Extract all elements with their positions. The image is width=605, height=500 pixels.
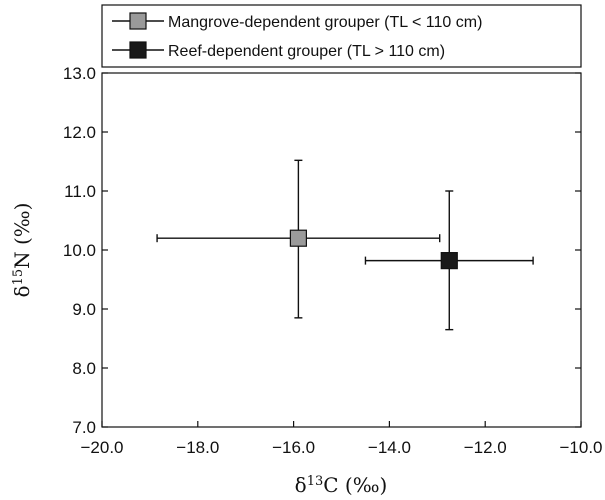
- x-axis: −20.0 −18.0 −16.0 −14.0 −12.0 −10.0: [80, 421, 603, 457]
- y-tick-label: 10.0: [63, 241, 96, 260]
- x-axis-label: δ13C (‰): [295, 473, 388, 497]
- legend-label: Mangrove-dependent grouper (TL < 110 cm): [168, 14, 482, 31]
- x-tick-label: −12.0: [464, 438, 507, 457]
- x-tick-label: −18.0: [176, 438, 219, 457]
- y-axis: 7.0 8.0 9.0 10.0 11.0 12.0 13.0: [63, 64, 581, 437]
- x-tick-label: −20.0: [80, 438, 123, 457]
- legend-item: Reef-dependent grouper (TL > 110 cm): [112, 41, 445, 60]
- series-point: [364, 190, 534, 331]
- x-tick-label: −16.0: [272, 438, 315, 457]
- legend-label: Reef-dependent grouper (TL > 110 cm): [168, 43, 445, 60]
- legend-item: Mangrove-dependent grouper (TL < 110 cm): [112, 12, 482, 31]
- y-tick-label: 8.0: [72, 359, 96, 378]
- plot-frame: [101, 72, 582, 428]
- x-tick-label: −10.0: [559, 438, 602, 457]
- y-tick-label: 13.0: [63, 64, 96, 83]
- y-axis-label: δ15N (‰): [10, 203, 34, 298]
- data-point-marker: [289, 229, 307, 247]
- y-tick-label: 11.0: [64, 182, 96, 201]
- x-tick-label: −14.0: [368, 438, 411, 457]
- y-tick-label: 9.0: [72, 300, 96, 319]
- series-point: [156, 159, 441, 319]
- legend-marker: [129, 12, 147, 30]
- data-point-marker: [440, 252, 458, 270]
- y-tick-label: 12.0: [63, 123, 96, 142]
- legend: Mangrove-dependent grouper (TL < 110 cm)…: [101, 4, 582, 68]
- plot-area: [101, 72, 582, 428]
- y-tick-label: 7.0: [72, 418, 96, 437]
- legend-marker: [129, 41, 147, 59]
- series-layer: [156, 159, 534, 331]
- legend-box: [101, 4, 582, 68]
